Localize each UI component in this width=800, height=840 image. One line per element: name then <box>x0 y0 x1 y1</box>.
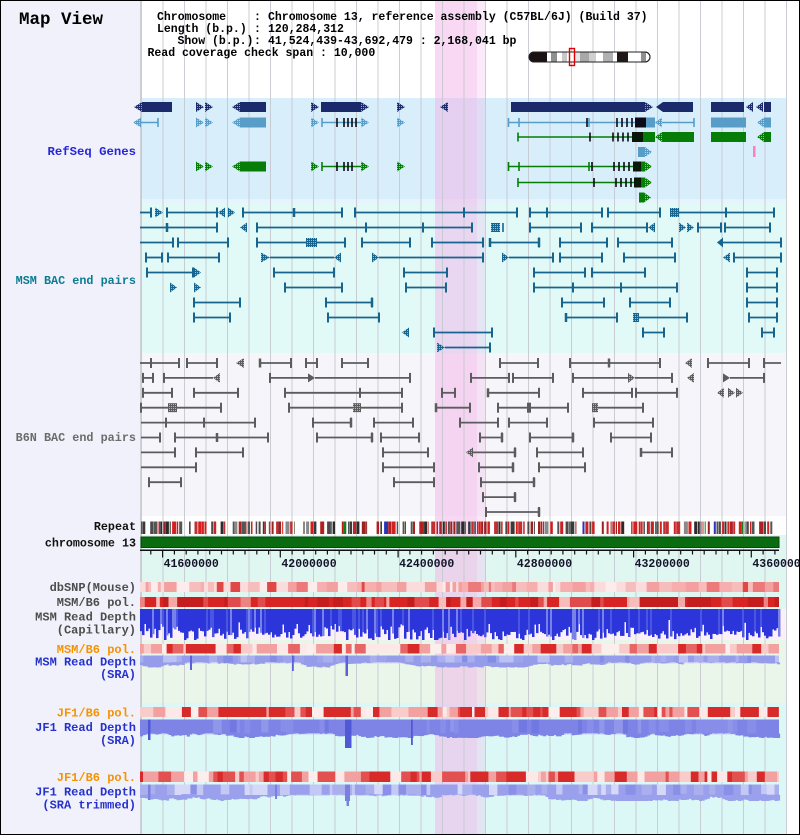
svg-text:(Capillary): (Capillary) <box>57 624 136 638</box>
svg-text:42800000: 42800000 <box>517 558 572 571</box>
svg-text:JF1/B6 pol.: JF1/B6 pol. <box>57 771 136 785</box>
svg-text:Map View: Map View <box>19 10 104 30</box>
svg-text:(SRA): (SRA) <box>100 668 136 682</box>
svg-text:43200000: 43200000 <box>635 558 690 571</box>
svg-text:Read coverage check span : 10,: Read coverage check span : 10,000 <box>148 47 376 60</box>
svg-text:MSM/B6 pol.: MSM/B6 pol. <box>57 596 136 610</box>
svg-text:chromosome 13: chromosome 13 <box>45 537 136 551</box>
svg-text:dbSNP(Mouse): dbSNP(Mouse) <box>50 581 136 595</box>
svg-text:MSM Read Depth: MSM Read Depth <box>35 611 136 625</box>
svg-text:43600000: 43600000 <box>752 558 800 571</box>
svg-text:42400000: 42400000 <box>399 558 454 571</box>
svg-text:JF1 Read Depth: JF1 Read Depth <box>35 721 136 735</box>
svg-text:JF1/B6 pol.: JF1/B6 pol. <box>57 707 136 721</box>
svg-text:B6N BAC end pairs: B6N BAC end pairs <box>16 431 136 445</box>
svg-text:42000000: 42000000 <box>281 558 336 571</box>
svg-text:(SRA trimmed): (SRA trimmed) <box>42 799 136 813</box>
svg-text:JF1 Read Depth: JF1 Read Depth <box>35 786 136 800</box>
svg-text:(SRA): (SRA) <box>100 734 136 748</box>
svg-text:Repeat: Repeat <box>94 520 136 534</box>
svg-text:MSM BAC end pairs: MSM BAC end pairs <box>16 274 136 288</box>
svg-text:41600000: 41600000 <box>164 558 219 571</box>
svg-text:RefSeq Genes: RefSeq Genes <box>47 145 136 159</box>
